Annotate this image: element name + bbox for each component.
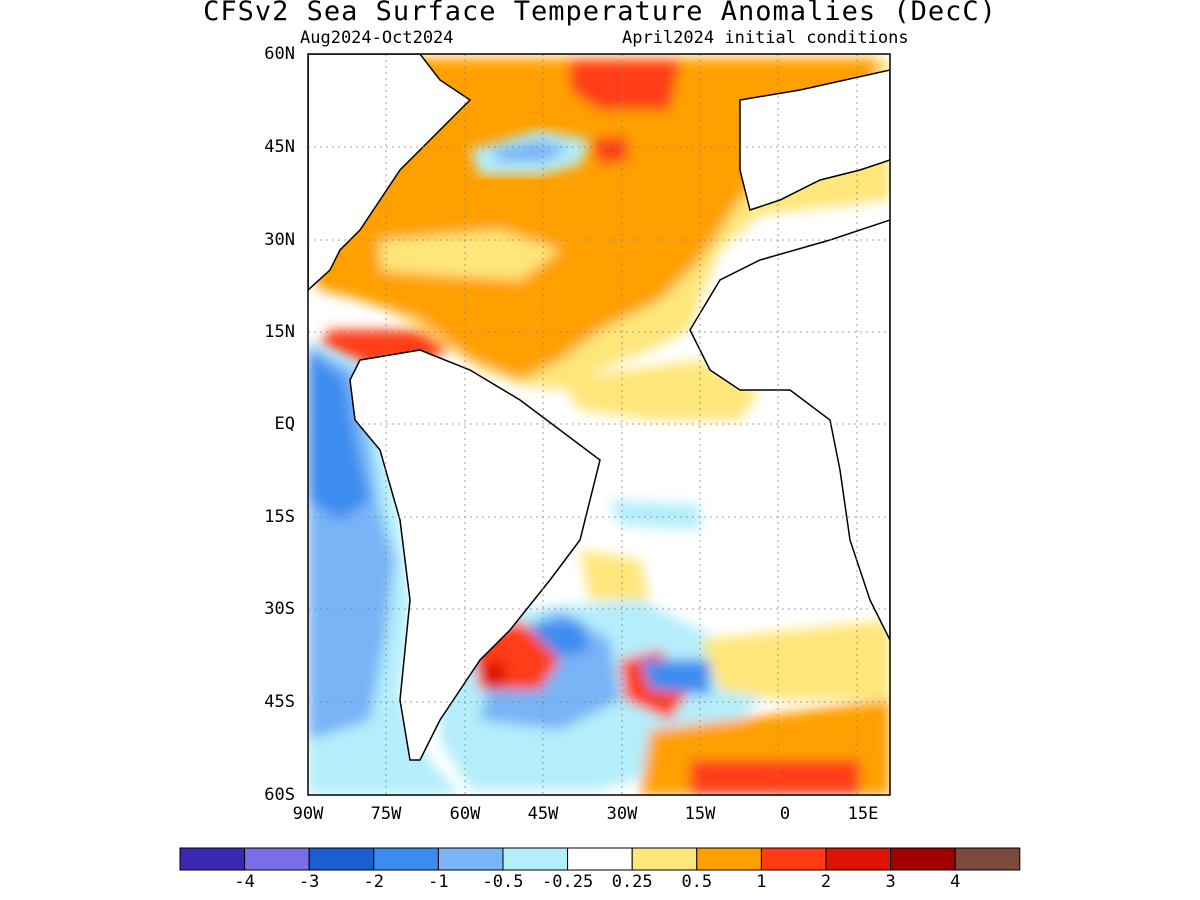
colorbar-swatch: [954, 847, 1021, 871]
lat-label-30s: 30S: [264, 599, 295, 619]
colorbar-swatch: [179, 847, 246, 871]
colorbar-tick-label: 2: [820, 872, 832, 892]
lat-label-15n: 15N: [264, 322, 295, 342]
lon-label-60w: 60W: [449, 804, 481, 824]
lat-label-45s: 45S: [264, 692, 295, 712]
colorbar-swatch: [825, 847, 892, 871]
colorbar-swatch: [567, 847, 633, 871]
colorbar-tick-label: 1: [756, 872, 767, 892]
colorbar-swatch: [308, 847, 375, 871]
map-title: CFSv2 Sea Surface Temperature Anomalies …: [203, 0, 997, 27]
colorbar-tick-label: 3: [885, 872, 896, 892]
colorbar-tick-label: -0.5: [482, 872, 524, 892]
land-masses: [308, 54, 890, 761]
colorbar-swatch: [696, 847, 762, 871]
lon-label-75w: 75W: [370, 804, 402, 824]
initial-conditions: April2024 initial conditions: [622, 28, 909, 48]
lon-label-0: 0: [779, 804, 791, 824]
lon-label-30w: 30W: [606, 804, 638, 824]
colorbar-swatch: [631, 847, 698, 871]
lat-label-60s: 60S: [264, 785, 295, 805]
lon-label-45w: 45W: [527, 804, 559, 824]
colorbar-swatch: [437, 847, 504, 871]
sst-anomaly-field: [308, 54, 890, 795]
lon-label-15e: 15E: [847, 804, 879, 824]
colorbar-swatch: [502, 847, 569, 871]
grid-lines: [308, 54, 890, 795]
colorbar-tick-label: -3: [298, 872, 320, 892]
colorbar-tick-label: -4: [234, 872, 255, 892]
lat-label-eq: EQ: [274, 414, 295, 434]
colorbar-tick-label: -0.25: [542, 872, 594, 892]
lat-label-15s: 15S: [264, 507, 295, 527]
colorbar-tick-label: 0.5: [681, 872, 713, 892]
colorbar-swatch: [244, 847, 310, 871]
colorbar-tick-label: -2: [363, 872, 385, 892]
forecast-period: Aug2024-Oct2024: [300, 28, 454, 48]
lat-label-45n: 45N: [264, 137, 295, 157]
colorbar-swatch: [760, 847, 827, 871]
lon-label-15w: 15W: [684, 804, 716, 824]
colorbar-swatch: [373, 847, 439, 871]
colorbar: [179, 847, 1021, 871]
colorbar-tick-label: -1: [428, 872, 449, 892]
colorbar-tick-label: 4: [950, 872, 961, 892]
lat-label-60n: 60N: [264, 44, 295, 64]
map-frame: [307, 53, 891, 796]
lon-label-90w: 90W: [292, 804, 324, 824]
colorbar-tick-label: 0.25: [611, 872, 653, 892]
colorbar-swatch: [890, 847, 956, 871]
lat-label-30n: 30N: [264, 230, 295, 250]
